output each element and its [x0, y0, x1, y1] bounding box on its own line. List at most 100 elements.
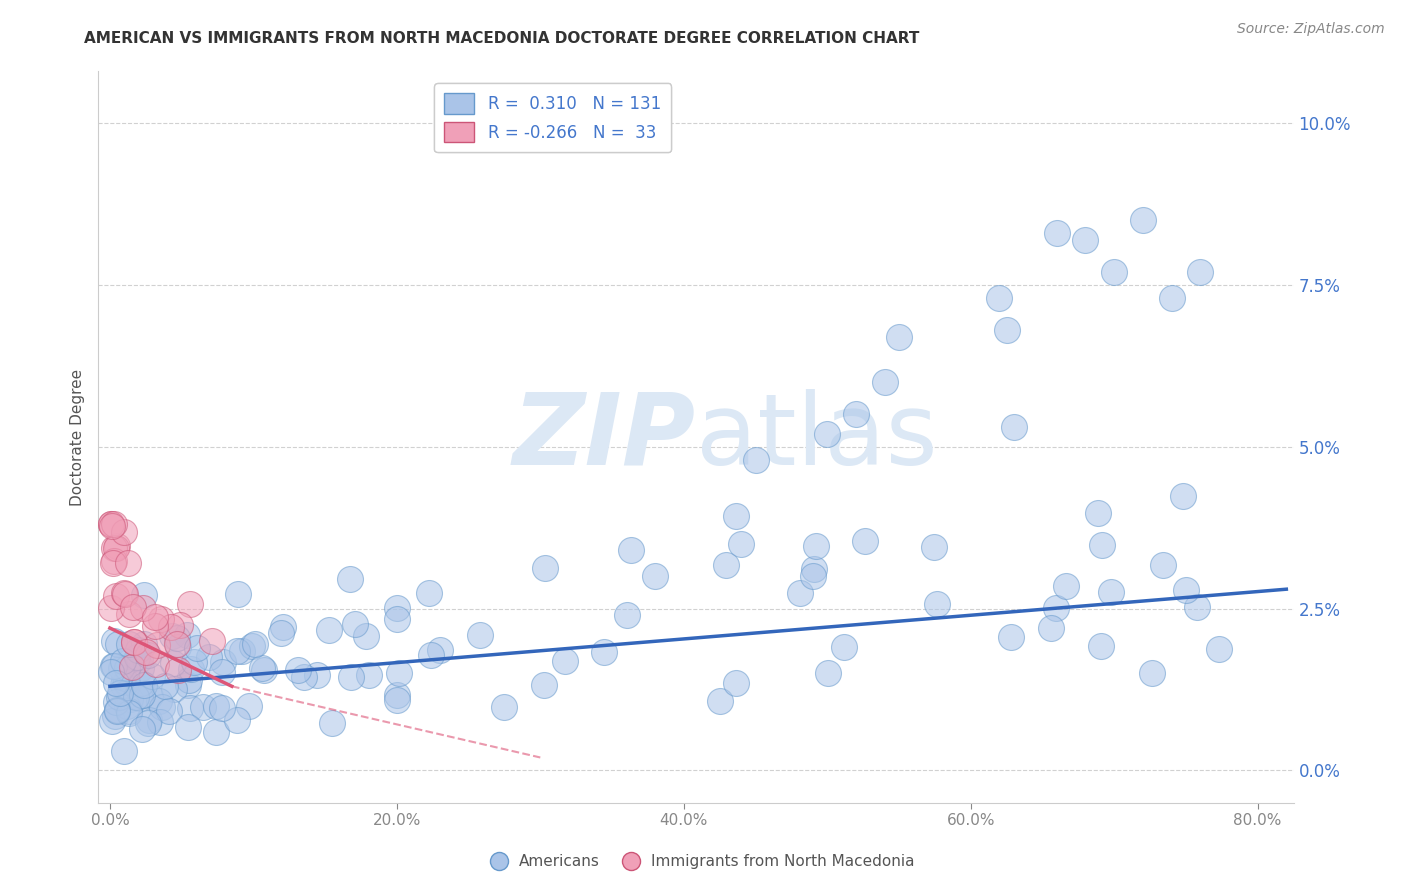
Point: [105, 704, 128, 718]
Point: [104, 675, 127, 690]
Point: [107, 690, 129, 705]
Point: [177, 678, 200, 692]
Point: [166, 637, 188, 651]
Point: [198, 650, 221, 665]
Point: [160, 630, 183, 644]
Point: [418, 586, 440, 600]
Point: [100, 600, 122, 615]
Point: [238, 698, 260, 713]
Point: [128, 690, 150, 705]
Point: [111, 678, 134, 692]
Point: [136, 648, 159, 662]
Point: [385, 692, 408, 706]
Point: [554, 654, 576, 668]
Point: [616, 607, 638, 622]
Point: [1142, 666, 1164, 681]
Point: [132, 637, 155, 651]
Point: [1189, 265, 1212, 279]
Point: [179, 597, 201, 611]
Point: [149, 612, 172, 626]
Point: [534, 561, 557, 575]
Point: [1046, 226, 1069, 240]
Point: [176, 627, 198, 641]
Point: [114, 743, 136, 757]
Point: [709, 694, 731, 708]
Point: [853, 533, 876, 548]
Point: [103, 633, 125, 648]
Point: [240, 640, 263, 654]
Point: [988, 291, 1011, 305]
Point: [132, 678, 155, 692]
Point: [344, 617, 367, 632]
Point: [120, 691, 142, 706]
Text: ZIP: ZIP: [513, 389, 696, 485]
Point: [146, 638, 169, 652]
Point: [117, 556, 139, 570]
Point: [148, 694, 170, 708]
Point: [592, 645, 614, 659]
Point: [139, 689, 162, 703]
Point: [620, 542, 643, 557]
Point: [1000, 631, 1022, 645]
Point: [1054, 578, 1077, 592]
Point: [815, 426, 838, 441]
Point: [127, 643, 149, 657]
Point: [121, 660, 143, 674]
Point: [357, 667, 380, 681]
Point: [1132, 213, 1154, 227]
Point: [128, 652, 150, 666]
Point: [177, 673, 200, 688]
Point: [166, 631, 188, 645]
Y-axis label: Doctorate Degree: Doctorate Degree: [69, 368, 84, 506]
Point: [1045, 600, 1067, 615]
Point: [211, 665, 233, 680]
Point: [429, 643, 451, 657]
Point: [845, 408, 868, 422]
Point: [725, 508, 748, 523]
Point: [730, 537, 752, 551]
Text: AMERICAN VS IMMIGRANTS FROM NORTH MACEDONIA DOCTORATE DEGREE CORRELATION CHART: AMERICAN VS IMMIGRANTS FROM NORTH MACEDO…: [84, 31, 920, 46]
Point: [177, 719, 200, 733]
Point: [211, 701, 233, 715]
Point: [104, 709, 127, 723]
Point: [122, 635, 145, 649]
Point: [186, 640, 208, 655]
Point: [118, 706, 141, 720]
Point: [305, 667, 328, 681]
Point: [103, 659, 125, 673]
Point: [817, 665, 839, 680]
Point: [1090, 639, 1112, 653]
Point: [167, 663, 190, 677]
Point: [385, 688, 408, 702]
Point: [100, 714, 122, 728]
Point: [183, 655, 205, 669]
Point: [105, 703, 128, 717]
Point: [132, 601, 155, 615]
Point: [270, 626, 292, 640]
Point: [804, 539, 827, 553]
Point: [100, 517, 122, 532]
Point: [129, 676, 152, 690]
Legend: R =  0.310   N = 131, R = -0.266   N =  33: R = 0.310 N = 131, R = -0.266 N = 33: [434, 83, 671, 153]
Point: [141, 668, 163, 682]
Point: [789, 586, 811, 600]
Point: [724, 676, 747, 690]
Point: [136, 715, 159, 730]
Point: [114, 671, 136, 685]
Point: [212, 656, 235, 670]
Point: [250, 661, 273, 675]
Point: [138, 714, 160, 728]
Point: [117, 661, 139, 675]
Point: [231, 643, 253, 657]
Point: [744, 452, 766, 467]
Point: [340, 670, 363, 684]
Point: [100, 517, 122, 532]
Point: [122, 634, 145, 648]
Point: [103, 554, 125, 568]
Point: [101, 659, 124, 673]
Point: [1160, 291, 1182, 305]
Point: [101, 556, 124, 570]
Point: [101, 519, 124, 533]
Point: [1152, 558, 1174, 572]
Point: [115, 675, 138, 690]
